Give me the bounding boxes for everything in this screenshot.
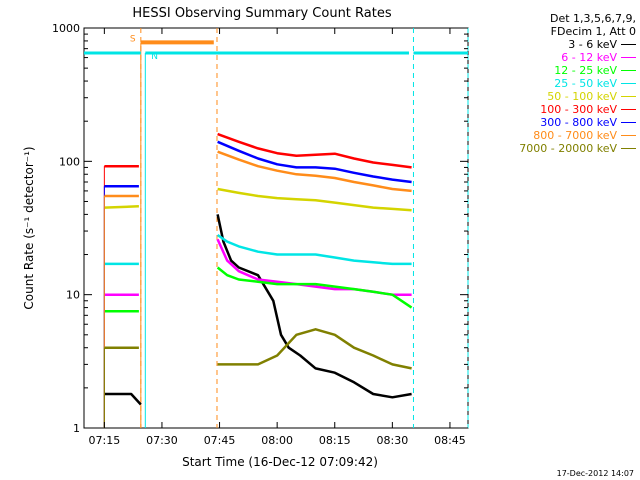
legend-entry: 25 - 50 keV	[478, 77, 636, 90]
legend-label: 7000 - 20000 keV	[519, 142, 617, 155]
legend-swatch	[621, 135, 636, 136]
legend-label: 3 - 6 keV	[568, 38, 617, 51]
legend-entry: 6 - 12 keV	[478, 51, 636, 64]
legend-header-line: FDecim 1, Att 0	[550, 25, 636, 38]
x-tick-label: 08:30	[377, 434, 409, 447]
legend-swatch	[621, 83, 636, 84]
series-line	[217, 150, 412, 193]
x-tick-label: 08:45	[434, 434, 466, 447]
series-line	[217, 140, 412, 184]
legend-header-line: Det 1,3,5,6,7,9,	[549, 12, 636, 25]
legend-label: 300 - 800 keV	[540, 116, 617, 129]
y-tick-label: 1000	[52, 22, 80, 35]
legend-entry: 800 - 7000 keV	[478, 129, 636, 142]
series-line	[104, 392, 142, 406]
series-line	[217, 187, 412, 212]
legend-entry: 3 - 6 keV	[478, 38, 636, 51]
marker-label-n: N	[151, 52, 158, 62]
legend-entry: 300 - 800 keV	[478, 116, 636, 129]
series-line	[216, 233, 412, 266]
series-line	[217, 132, 412, 169]
legend-label: 50 - 100 keV	[547, 90, 617, 103]
legend-label: 12 - 25 keV	[554, 64, 617, 77]
legend-swatch	[621, 96, 636, 97]
y-tick-label: 100	[59, 155, 80, 168]
legend-label: 25 - 50 keV	[554, 77, 617, 90]
legend: Det 1,3,5,6,7,9, FDecim 1, Att 0 3 - 6 k…	[478, 12, 636, 155]
x-tick-label: 07:45	[204, 434, 236, 447]
legend-entry: 100 - 300 keV	[478, 103, 636, 116]
legend-swatch	[621, 44, 636, 45]
x-tick-label: 08:15	[319, 434, 351, 447]
legend-swatch	[621, 70, 636, 71]
legend-swatch	[621, 148, 636, 149]
legend-swatch	[621, 109, 636, 110]
chart-title: HESSI Observing Summary Count Rates	[132, 6, 391, 21]
x-tick-label: 07:15	[89, 434, 121, 447]
series-line	[217, 328, 412, 370]
legend-swatch	[621, 57, 636, 58]
y-tick-label: 10	[66, 289, 80, 302]
legend-entry: 12 - 25 keV	[478, 64, 636, 77]
timestamp: 17-Dec-2012 14:07	[556, 469, 634, 478]
y-axis-label: Count Rate (s⁻¹ detector⁻¹)	[22, 146, 36, 309]
legend-entry: 7000 - 20000 keV	[478, 142, 636, 155]
legend-entry: 50 - 100 keV	[478, 90, 636, 103]
series-line	[216, 266, 413, 309]
marker-label-s: S	[130, 34, 136, 44]
series-line	[104, 205, 139, 209]
x-tick-label: 08:00	[261, 434, 293, 447]
legend-swatch	[621, 122, 636, 123]
x-axis-label: Start Time (16-Dec-12 07:09:42)	[182, 455, 378, 469]
legend-label: 100 - 300 keV	[540, 103, 617, 116]
legend-label: 6 - 12 keV	[561, 51, 617, 64]
series-line	[216, 214, 412, 399]
x-tick-label: 07:30	[146, 434, 178, 447]
y-tick-label: 1	[73, 422, 80, 435]
legend-label: 800 - 7000 keV	[533, 129, 617, 142]
